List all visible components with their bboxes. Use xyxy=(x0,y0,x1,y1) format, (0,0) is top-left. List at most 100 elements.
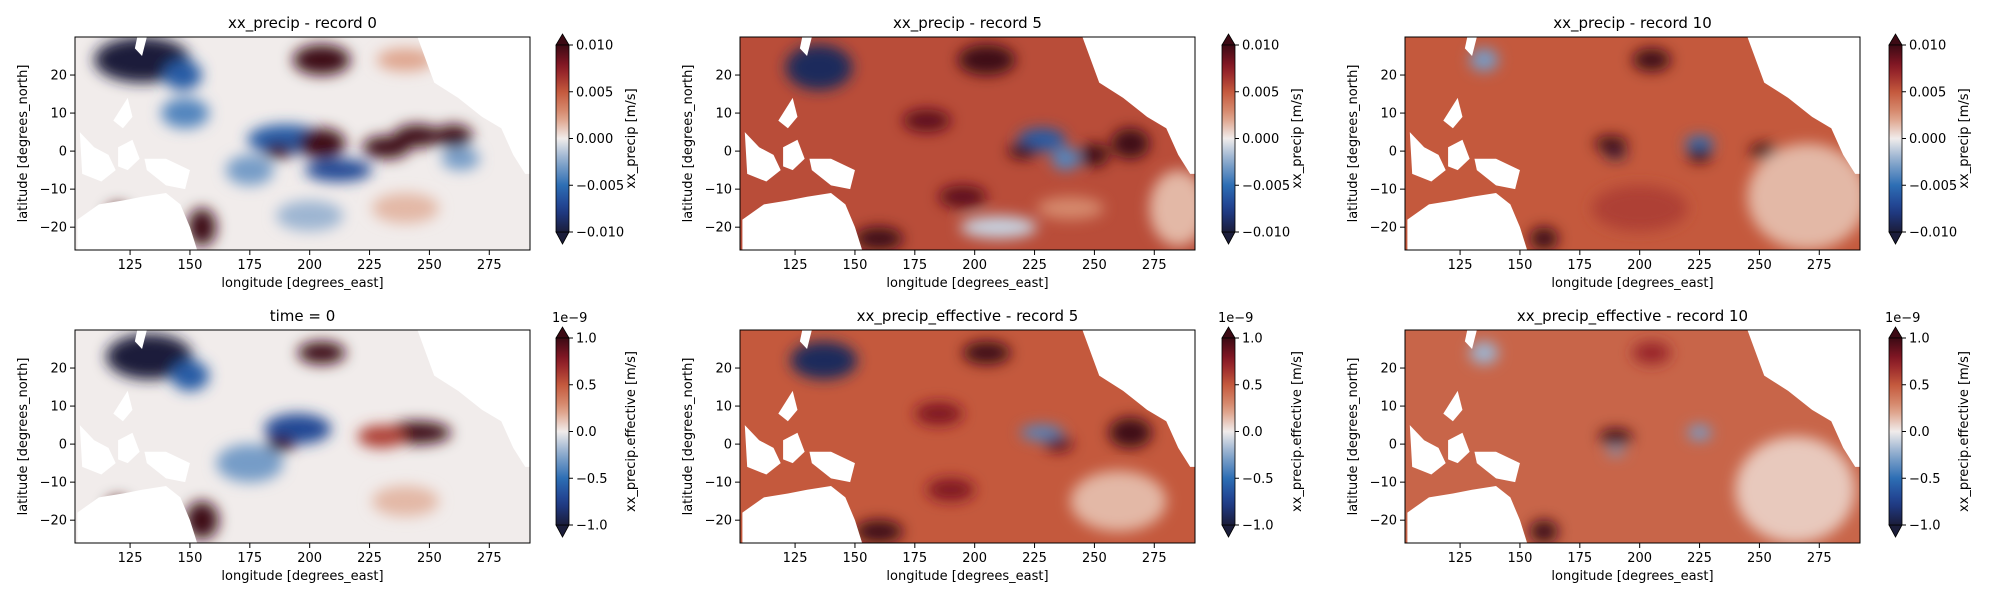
colorbar-tick-label: −1.0 xyxy=(576,519,608,534)
colorbar: 1.0 0.5 0.0 −0.5 −1.0 xx_precip.effective [m/… xyxy=(1218,311,1305,538)
heatmap-field xyxy=(740,330,1195,543)
field-feature xyxy=(1108,417,1152,448)
subplot-title: xx_precip_effective - record 5 xyxy=(857,307,1079,326)
x-tick-label: 150 xyxy=(178,551,203,566)
field-feature xyxy=(960,215,1037,239)
colorbar-extend-min xyxy=(1221,524,1236,538)
land-polygon xyxy=(1464,330,1477,350)
land-polygon xyxy=(113,390,133,422)
x-tick-label: 275 xyxy=(1807,551,1832,566)
field-feature xyxy=(1469,341,1499,365)
field-feature xyxy=(1632,48,1671,72)
x-tick-label: 275 xyxy=(1142,258,1167,273)
colorbar-label: xx_precip.effective [m/s] xyxy=(1957,351,1972,512)
colorbar-tick-label: 0.0 xyxy=(1909,425,1930,440)
colorbar: 1.0 0.5 0.0 −0.5 −1.0 xx_precip.effective [m/… xyxy=(552,311,639,538)
field-feature xyxy=(1687,147,1712,163)
colorbar-gradient xyxy=(1221,44,1236,233)
land-polygon xyxy=(1464,37,1477,57)
field-feature xyxy=(1149,170,1195,247)
field-feature xyxy=(926,478,975,502)
x-tick-label: 200 xyxy=(962,258,987,273)
colorbar-extend-max xyxy=(1888,33,1903,46)
land-polygon xyxy=(1409,425,1446,475)
x-tick-label: 150 xyxy=(1508,258,1533,273)
land-polygon xyxy=(809,451,855,483)
colorbar-tick-label: −0.5 xyxy=(1242,472,1274,487)
x-tick-label: 125 xyxy=(118,258,143,273)
subplot-title: xx_precip - record 10 xyxy=(1553,14,1712,33)
y-tick-label: −20 xyxy=(1370,514,1397,529)
field-feature xyxy=(854,227,903,250)
colorbar: 1.0 0.5 0.0 −0.5 −1.0 xx_precip.effective [m/… xyxy=(1885,311,1972,538)
land-polygon xyxy=(417,330,530,467)
x-axis-label: longitude [degrees_east] xyxy=(1551,276,1713,291)
colorbar-tick-label: 0.010 xyxy=(1909,39,1946,54)
land-polygon xyxy=(1474,451,1520,483)
field-feature xyxy=(1529,520,1559,543)
x-tick-label: 250 xyxy=(417,258,442,273)
field-feature xyxy=(357,425,406,448)
field-feature xyxy=(276,200,344,231)
y-axis-label: latitude [degrees_north] xyxy=(681,65,696,223)
field-feature xyxy=(106,333,193,380)
colorbar-tick-label: −1.0 xyxy=(1242,519,1274,534)
land-polygon xyxy=(778,390,798,422)
colorbar-extend-min xyxy=(1221,231,1236,245)
y-tick-label: −10 xyxy=(1370,476,1397,491)
y-tick-label: −10 xyxy=(40,476,67,491)
land-polygon xyxy=(118,432,140,464)
y-tick-label: 20 xyxy=(50,362,67,377)
land-polygon xyxy=(1747,37,1860,174)
land-polygon xyxy=(742,192,863,250)
colorbar-extend-min xyxy=(555,231,570,245)
y-tick-label: 10 xyxy=(715,107,732,122)
colorbar-tick-label: 0.005 xyxy=(1909,85,1946,100)
y-tick-label: 0 xyxy=(59,145,67,160)
colorbar-tick-label: 0.000 xyxy=(1242,132,1279,147)
colorbar-tick-label: 1.0 xyxy=(1909,332,1930,347)
axes-frame xyxy=(74,329,531,544)
field-feature xyxy=(376,48,435,72)
subplot-title: xx_precip_effective - record 10 xyxy=(1517,307,1748,326)
x-tick-label: 250 xyxy=(1747,258,1772,273)
x-axis-label: longitude [degrees_east] xyxy=(886,276,1048,291)
x-tick-label: 150 xyxy=(843,258,868,273)
colorbar: 0.010 0.005 0.000 −0.005 −0.010 xx_precip [m/… xyxy=(555,33,639,245)
field-feature xyxy=(393,124,442,148)
field-feature xyxy=(185,501,219,540)
field-feature xyxy=(1632,341,1671,365)
heatmap-field xyxy=(75,37,530,250)
colorbar-extend-min xyxy=(1888,524,1903,538)
colorbar-label: xx_precip [m/s] xyxy=(1290,88,1305,188)
x-tick-label: 200 xyxy=(962,551,987,566)
colorbar-tick-label: 0.5 xyxy=(1242,378,1263,393)
x-tick-label: 200 xyxy=(297,258,322,273)
colorbar-gradient xyxy=(1888,44,1903,233)
x-axis-label: longitude [degrees_east] xyxy=(1551,569,1713,584)
x-tick-label: 125 xyxy=(1448,258,1473,273)
axes-frame xyxy=(1404,329,1861,544)
field-feature xyxy=(264,413,332,445)
colorbar-tick-label: 0.000 xyxy=(576,132,613,147)
subplot-title: xx_precip - record 0 xyxy=(228,14,377,33)
y-tick-label: 20 xyxy=(1380,69,1397,84)
land-polygon xyxy=(1448,139,1470,171)
x-tick-label: 250 xyxy=(417,551,442,566)
field-feature xyxy=(304,158,372,182)
colorbar-label: xx_precip [m/s] xyxy=(1957,88,1972,188)
x-axis-label: longitude [degrees_east] xyxy=(886,569,1048,584)
x-tick-label: 275 xyxy=(1807,258,1832,273)
colorbar-tick-label: −1.0 xyxy=(1909,519,1941,534)
x-tick-label: 225 xyxy=(1687,551,1712,566)
colorbar-tick-label: 0.5 xyxy=(1909,378,1930,393)
colorbar-tick-label: 0.0 xyxy=(1242,425,1263,440)
y-tick-label: 20 xyxy=(715,69,732,84)
y-tick-label: −10 xyxy=(705,183,732,198)
x-tick-label: 175 xyxy=(902,258,927,273)
land-polygon xyxy=(1443,390,1463,422)
colorbar-extend-max xyxy=(1888,326,1903,339)
x-tick-label: 225 xyxy=(1022,258,1047,273)
colorbar-extend-max xyxy=(1221,326,1236,339)
